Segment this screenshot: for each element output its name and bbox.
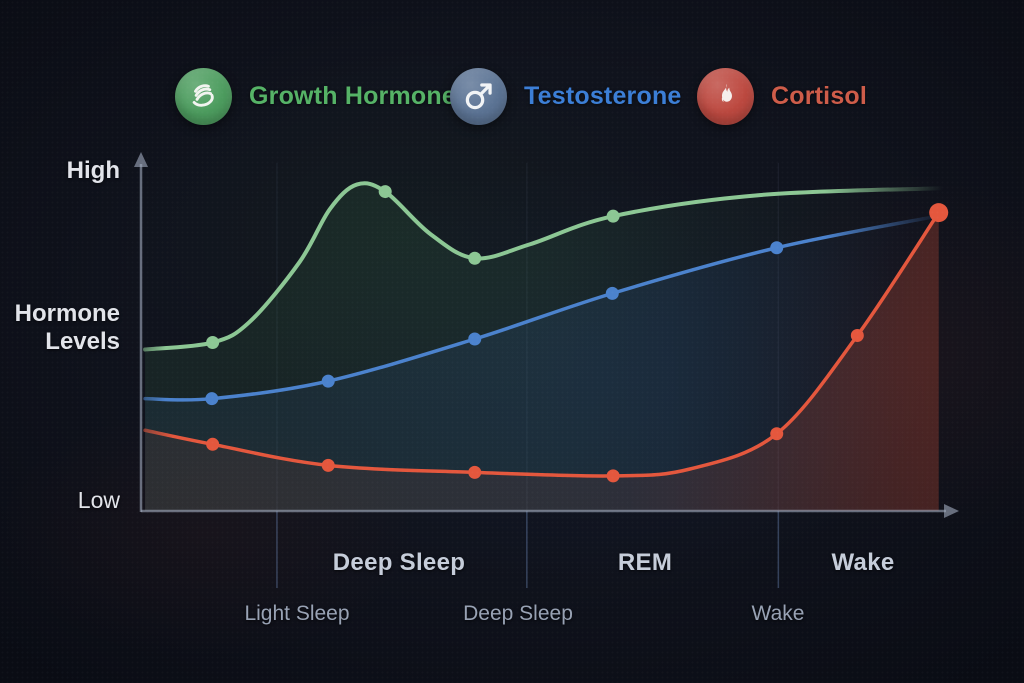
series-area-testosterone	[145, 216, 938, 511]
legend-label-growth-hormone: Growth Hormone	[249, 81, 456, 110]
x-sublabel-light-sleep: Light Sleep	[244, 602, 350, 625]
series-marker-cortisol	[770, 427, 784, 441]
series-marker-cortisol	[468, 465, 482, 479]
muscle-scribble-icon	[192, 84, 214, 107]
legend-item-growth-hormone: Growth Hormone	[175, 66, 456, 126]
series-area-cortisol	[145, 212, 939, 511]
legend-label-testosterone: Testosterone	[524, 81, 682, 110]
cortisol-badge	[697, 67, 754, 125]
series-marker-testosterone	[605, 286, 619, 300]
y-axis-high-label: High	[66, 157, 120, 184]
series-marker-growth-hormone	[378, 185, 392, 199]
cortisol-peak-dot	[929, 203, 949, 223]
x-sublabel-deep-sleep: Deep Sleep	[463, 602, 573, 625]
series-marker-cortisol	[321, 458, 335, 472]
series-marker-testosterone	[205, 392, 219, 406]
series-marker-testosterone	[321, 374, 335, 388]
legend-label-cortisol: Cortisol	[771, 81, 868, 110]
series-marker-cortisol	[606, 469, 620, 483]
series-marker-testosterone	[770, 241, 784, 255]
series-marker-cortisol	[206, 437, 220, 451]
x-sublabel-wake: Wake	[751, 602, 805, 625]
series-marker-growth-hormone	[606, 209, 620, 223]
series-marker-testosterone	[468, 332, 482, 346]
legend-item-testosterone: Testosterone	[450, 66, 682, 126]
male-symbol-icon	[465, 83, 492, 110]
growth-hormone-badge	[175, 67, 232, 125]
y-axis-low-label: Low	[77, 487, 120, 513]
series-marker-growth-hormone	[468, 251, 482, 265]
legend-item-cortisol: Cortisol	[697, 66, 867, 126]
series-marker-cortisol	[850, 329, 864, 342]
x-label-rem: REM	[617, 549, 673, 576]
x-axis-arrow	[944, 504, 959, 518]
series-line-growth-hormone	[143, 181, 949, 352]
flame-icon	[721, 83, 732, 102]
y-axis-title: Hormone Levels	[14, 300, 120, 355]
testosterone-badge	[450, 67, 507, 125]
y-axis-arrow	[134, 152, 148, 167]
x-label-deep-sleep: Deep Sleep	[332, 549, 466, 576]
series-marker-growth-hormone	[206, 336, 220, 350]
x-label-wake: Wake	[831, 549, 895, 576]
